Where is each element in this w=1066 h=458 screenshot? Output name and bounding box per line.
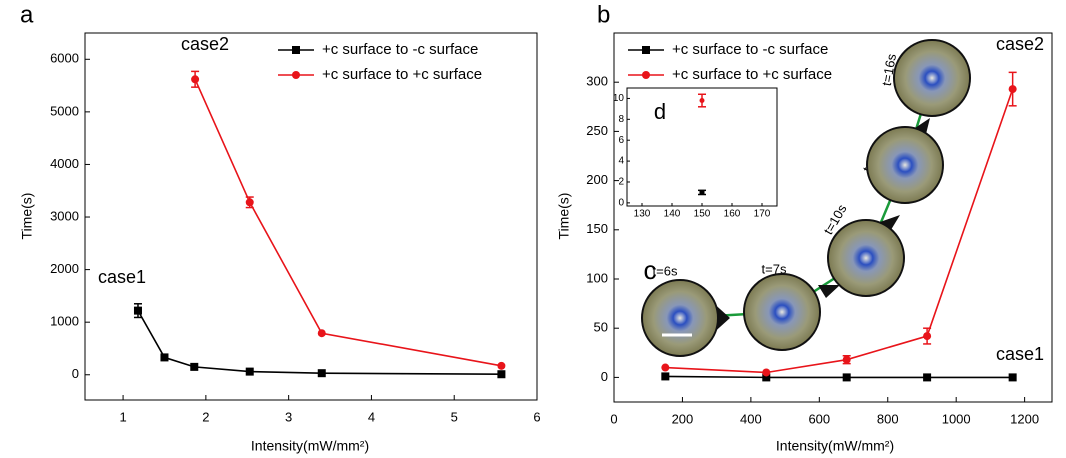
x-tick-label: 130 [634,209,651,220]
annotation: t=6s [653,263,678,278]
marker [1008,85,1017,94]
series-line [137,310,502,376]
y-tick-label: 250 [586,123,608,138]
y-axis-label: Time(s) [556,193,572,240]
x-tick-label: 2 [202,409,209,424]
marker [762,368,771,377]
photo [641,279,719,357]
x-tick-label: 600 [808,411,830,426]
marker [245,198,254,207]
x-tick-label: 150 [694,209,711,220]
y-tick-label: 5000 [50,103,79,118]
x-tick-label: 1 [119,409,126,424]
marker [923,373,932,382]
marker [923,332,932,341]
legend-label: +c surface to -c surface [322,41,478,58]
y-tick-label: 2000 [50,261,79,276]
annotation: case1 [996,344,1044,364]
photo-sequence [641,39,971,357]
y-tick-label: 6000 [50,51,79,66]
y-tick-label: 1000 [50,314,79,329]
y-tick-label: 4 [618,156,624,167]
marker [133,306,142,315]
marker [762,373,771,382]
marker [497,370,506,379]
y-tick-label: 200 [586,172,608,187]
y-axis-label: Time(s) [19,193,35,240]
x-tick-label: 3 [285,409,292,424]
y-tick-label: 8 [618,114,624,125]
marker [245,367,254,376]
marker [191,75,200,84]
legend-label: +c surface to -c surface [672,41,828,58]
y-tick-label: 50 [594,320,608,335]
panel-label: d [654,99,666,124]
marker [661,372,670,381]
panel-label: a [20,1,34,28]
panel-label: b [597,1,610,28]
y-tick-label: 150 [586,221,608,236]
x-tick-label: 160 [724,209,741,220]
legend-marker [292,71,300,79]
y-tick-label: 4000 [50,156,79,171]
photo [893,39,971,117]
marker [842,355,851,364]
y-tick-label: 3000 [50,208,79,223]
marker [497,361,506,370]
x-tick-label: 6 [533,409,540,424]
x-tick-label: 400 [740,411,762,426]
marker [842,373,851,382]
x-tick-label: 170 [754,209,771,220]
legend-marker [642,46,650,54]
series-line [194,78,502,367]
photo [866,126,944,204]
legend-marker [292,46,300,54]
pointer [818,285,840,298]
annotation: t=7s [762,261,787,276]
photo [743,273,821,351]
legend-label: +c surface to +c surface [672,66,832,83]
marker [699,189,705,195]
x-tick-label: 800 [877,411,899,426]
marker [190,362,199,371]
x-axis-label: Intensity(mW/mm²) [251,438,369,454]
x-tick-label: 4 [368,409,375,424]
y-tick-label: 0 [601,369,608,384]
y-tick-label: 10 [613,93,625,104]
annotation: case1 [98,267,146,287]
y-tick-label: 100 [586,270,608,285]
annotation: case2 [996,34,1044,54]
x-axis-label: Intensity(mW/mm²) [776,438,894,454]
y-tick-label: 0 [618,198,624,209]
photo [827,219,905,297]
marker [699,98,705,104]
x-tick-label: 1000 [942,411,971,426]
plot-frame [84,32,538,401]
y-tick-label: 2 [618,177,624,188]
y-tick-label: 300 [586,74,608,89]
annotation: case2 [181,34,229,54]
marker [160,353,169,362]
x-tick-label: 140 [664,209,681,220]
marker [1008,373,1017,382]
marker [317,369,326,378]
legend-marker [642,71,650,79]
plot-frame [626,87,778,207]
x-tick-label: 1200 [1010,411,1039,426]
legend-label: +c surface to +c surface [322,66,482,83]
x-tick-label: 0 [610,411,617,426]
x-tick-label: 5 [451,409,458,424]
annotation: c [644,255,657,285]
y-tick-label: 0 [72,366,79,381]
marker [317,329,326,338]
x-tick-label: 200 [672,411,694,426]
y-tick-label: 6 [618,135,624,146]
marker [661,363,670,372]
